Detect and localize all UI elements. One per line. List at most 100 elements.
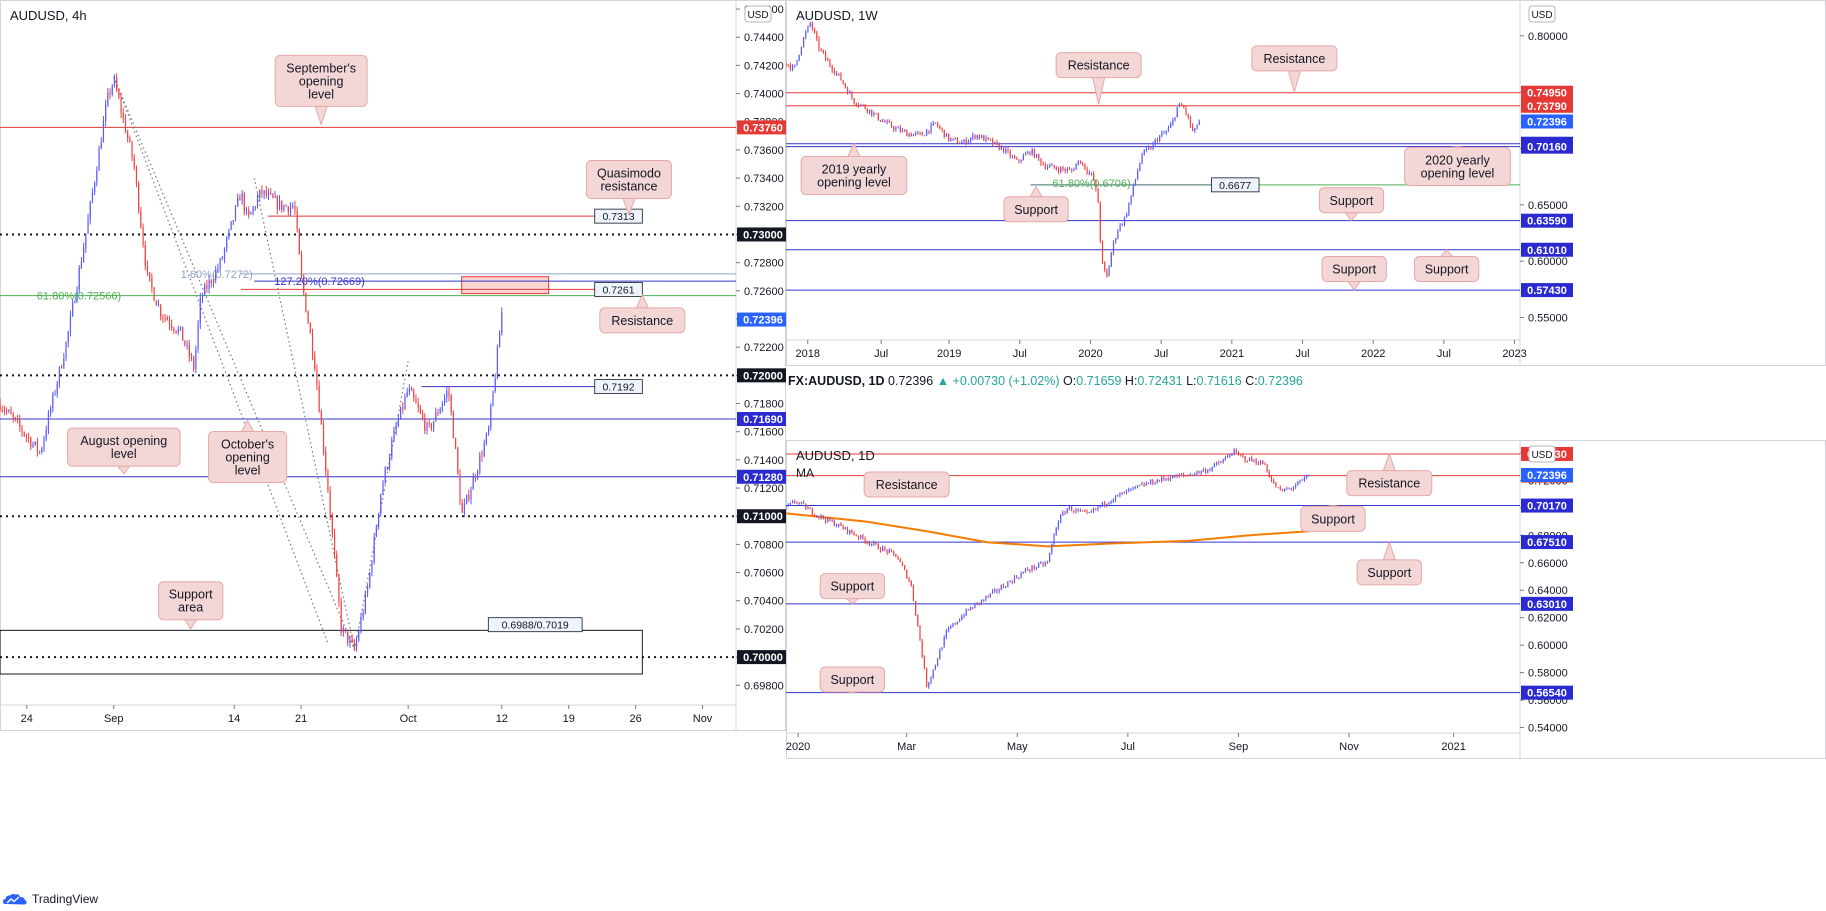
candle-body <box>829 517 831 521</box>
candle-body <box>355 640 358 649</box>
callout[interactable]: Resistance <box>1251 45 1338 94</box>
candle-body <box>252 207 254 213</box>
callout[interactable]: Resistance <box>863 471 950 498</box>
candle-body <box>1097 189 1099 203</box>
candle-body <box>1194 128 1196 131</box>
price-tag[interactable] <box>594 281 643 297</box>
candle <box>1148 145 1150 150</box>
candle <box>835 523 838 528</box>
currency-badge[interactable] <box>1528 5 1556 23</box>
candle <box>970 137 972 144</box>
candle <box>912 133 915 137</box>
candle-body <box>1092 508 1095 512</box>
candle-body <box>1176 474 1178 478</box>
resistance-zone[interactable] <box>461 276 550 295</box>
chart-1w[interactable]: 0.800000.750000.700000.650000.600000.550… <box>786 0 1826 440</box>
chart-4h[interactable]: 0.746000.744000.742000.740000.738000.736… <box>0 0 786 888</box>
callout[interactable]: Support <box>1318 187 1385 222</box>
candle-body <box>838 73 840 75</box>
candle-body <box>1191 474 1194 476</box>
candle <box>908 576 910 583</box>
candle <box>303 274 305 296</box>
candle <box>1156 137 1159 143</box>
candle <box>1046 164 1049 171</box>
callout[interactable]: Support <box>1356 540 1422 586</box>
candle-body <box>1035 154 1038 158</box>
candle-body <box>430 424 432 429</box>
callout[interactable]: Support <box>1003 185 1069 223</box>
currency-badge[interactable] <box>1528 445 1556 463</box>
candle <box>1097 505 1099 512</box>
candle-body <box>39 451 41 453</box>
candle-body <box>1154 483 1156 485</box>
candle <box>1158 479 1161 483</box>
candle-body <box>987 596 989 598</box>
candle <box>0 398 1 412</box>
candle-body <box>1082 163 1084 165</box>
ohlc-part: +0.00730 (+1.02%) <box>953 374 1064 388</box>
moving-average-line[interactable] <box>786 512 1309 548</box>
candle <box>987 137 989 141</box>
candle <box>998 142 1000 151</box>
tradingview-brand[interactable]: TradingView <box>2 890 98 908</box>
candle-body <box>1011 156 1013 158</box>
callout-box <box>66 427 181 467</box>
candle <box>94 181 96 196</box>
candle-body <box>1295 485 1297 488</box>
candle-body <box>1097 506 1099 510</box>
candle <box>1018 159 1020 164</box>
dotted-swing-line[interactable] <box>113 76 329 644</box>
candle <box>1121 223 1123 226</box>
support-area-zone[interactable] <box>0 629 643 675</box>
price-tag[interactable] <box>487 617 583 633</box>
candle-body <box>333 533 336 555</box>
callout[interactable]: Support <box>1321 256 1387 291</box>
price-tag[interactable] <box>594 208 643 224</box>
candle-body <box>842 80 844 84</box>
candle-body <box>1183 105 1185 108</box>
currency-badge[interactable] <box>744 5 772 23</box>
candle-body <box>287 206 289 213</box>
candle <box>1299 479 1301 484</box>
callout[interactable]: Resistance <box>599 293 686 334</box>
candle <box>963 138 965 144</box>
callout[interactable]: Support <box>1300 505 1366 532</box>
candle-body <box>124 117 127 133</box>
candle <box>786 62 787 67</box>
candle-body <box>446 391 448 398</box>
candle-body <box>1075 164 1077 170</box>
candle <box>1090 509 1092 513</box>
candle-body <box>1073 511 1075 513</box>
candle-body <box>1053 535 1055 544</box>
level-badge-0.71690 <box>737 412 786 427</box>
callout[interactable]: Support <box>1413 249 1480 283</box>
callout-box <box>274 54 368 107</box>
price-tag[interactable] <box>594 379 643 395</box>
candle <box>1075 163 1077 170</box>
candle <box>936 658 939 667</box>
candle <box>190 352 193 361</box>
dotted-swing-line[interactable] <box>113 76 356 651</box>
candle-body <box>186 344 188 346</box>
callout[interactable]: Resistance <box>1055 52 1142 105</box>
callout[interactable]: Support <box>819 573 886 605</box>
y-tick-label: 0.58000 <box>1528 668 1568 680</box>
candle <box>943 129 945 139</box>
candle-body <box>307 312 309 324</box>
candle <box>1024 151 1027 156</box>
chart-1d[interactable]: 0.740000.720000.700000.680000.660000.640… <box>786 440 1826 888</box>
candle-body <box>230 221 232 230</box>
candle-body <box>164 317 166 319</box>
callout[interactable]: Support <box>819 666 886 694</box>
callout[interactable]: Resistance <box>1346 452 1433 497</box>
candle-body <box>791 65 794 70</box>
price-tag[interactable] <box>1211 177 1260 193</box>
candle-body <box>816 32 818 39</box>
